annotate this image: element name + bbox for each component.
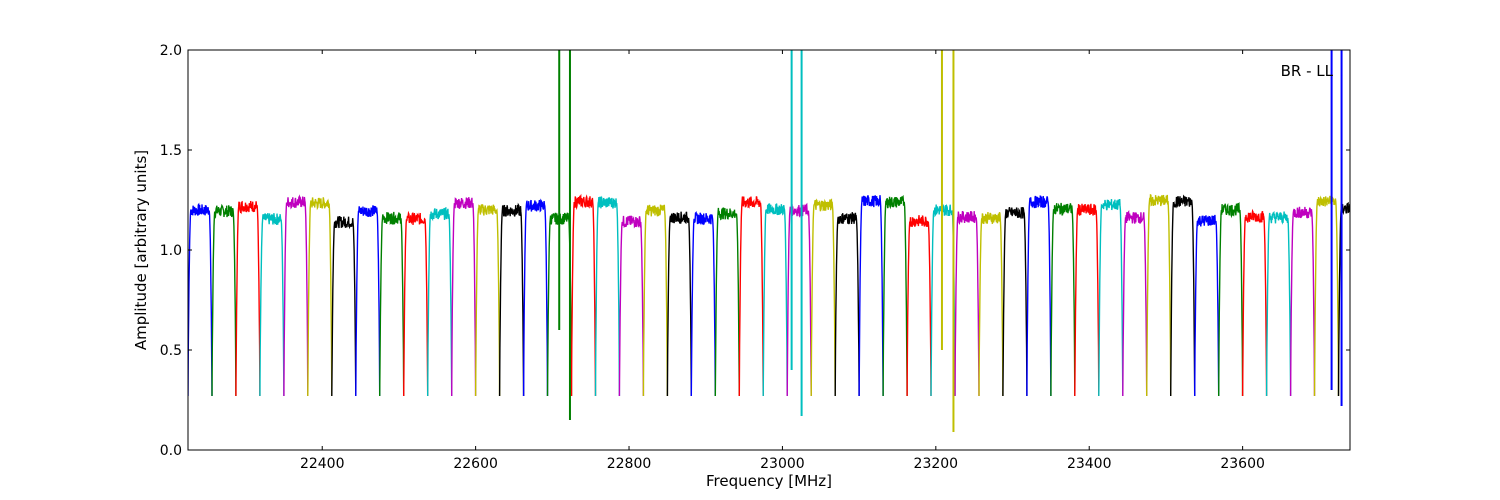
channel-line	[1241, 208, 1268, 397]
channel-line	[762, 203, 788, 397]
channel-line	[738, 196, 764, 397]
channel-line	[211, 203, 237, 397]
channel-line	[666, 211, 692, 397]
channel-line	[834, 212, 860, 397]
x-tick-label: 23400	[1067, 456, 1112, 472]
x-tick-label: 22400	[300, 456, 345, 472]
x-tick-label: 23000	[760, 456, 805, 472]
channel-line	[498, 202, 525, 397]
channel-line	[594, 195, 621, 397]
channel-line	[331, 215, 357, 397]
y-tick-label: 0.0	[160, 443, 182, 459]
x-axis: 22400 22600 22800 23000 23200 23400 23600	[300, 50, 1265, 472]
spike-layer	[558, 50, 1343, 432]
channel-line	[427, 207, 453, 397]
channel-line	[474, 204, 501, 397]
channel-line	[810, 198, 836, 397]
channel-line	[930, 203, 956, 397]
x-tick-label: 22600	[453, 456, 498, 472]
channel-line	[978, 212, 1004, 397]
channel-line	[1074, 203, 1100, 397]
y-tick-label: 1.0	[160, 243, 182, 259]
x-tick-label: 22800	[607, 456, 652, 472]
channel-line	[1145, 193, 1172, 397]
channel-line	[1098, 198, 1124, 397]
channel-line	[690, 211, 716, 397]
channel-line	[235, 200, 261, 397]
channel-line	[1122, 210, 1148, 397]
channel-line	[283, 194, 309, 397]
x-tick-label: 23600	[1220, 456, 1265, 472]
channel-line	[1026, 195, 1052, 397]
channel-line	[882, 194, 908, 397]
baseline-annotation: BR - LL	[1281, 62, 1334, 80]
channel-line	[1193, 214, 1220, 397]
channel-line	[379, 211, 405, 397]
y-axis: 0.0 0.5 1.0 1.5 2.0	[160, 43, 1350, 459]
channel-line	[522, 198, 549, 397]
channel-line	[858, 195, 884, 397]
channel-line	[188, 202, 213, 397]
channel-line	[954, 210, 980, 397]
channel-line	[1363, 204, 1387, 396]
channel-line	[403, 210, 429, 397]
channel-line	[1289, 206, 1316, 397]
x-axis-label: Frequency [MHz]	[706, 472, 832, 490]
y-tick-label: 0.5	[160, 343, 182, 359]
channel-line	[1002, 206, 1028, 397]
channel-line	[1313, 195, 1340, 397]
plot-frame	[187, 49, 1351, 451]
channel-line	[1265, 210, 1292, 397]
channel-line	[642, 204, 669, 397]
channel-line	[1217, 202, 1244, 397]
channel-line	[618, 215, 645, 397]
channel-line	[1169, 194, 1196, 397]
x-tick-label: 23200	[914, 456, 959, 472]
channel-line	[714, 207, 740, 397]
channel-line	[570, 193, 597, 397]
y-tick-label: 2.0	[160, 43, 182, 59]
channel-line	[355, 205, 381, 397]
channel-line	[1050, 202, 1076, 397]
y-axis-label: Amplitude [arbitrary units]	[132, 150, 150, 350]
y-tick-label: 1.5	[160, 143, 182, 159]
channel-line	[259, 213, 285, 397]
series-layer	[188, 193, 1387, 397]
channel-line	[307, 197, 333, 397]
channel-line	[451, 197, 477, 397]
channel-line	[906, 215, 932, 397]
